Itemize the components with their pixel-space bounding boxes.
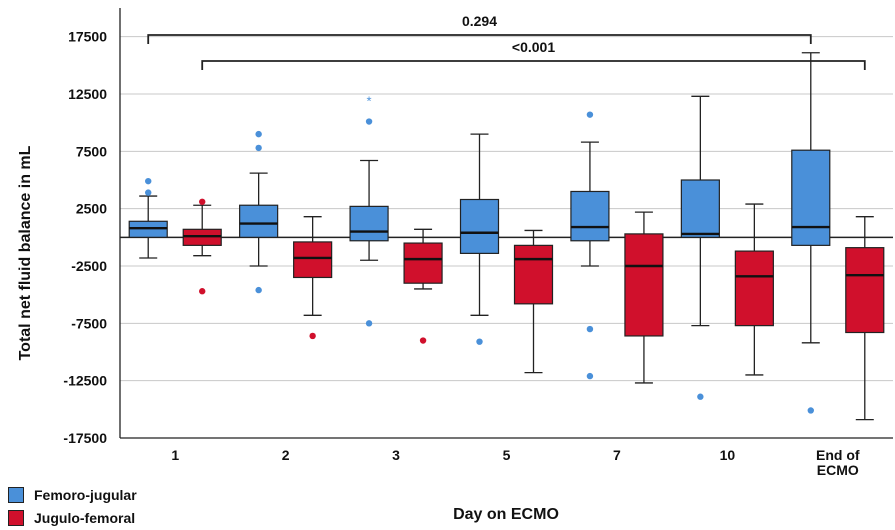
y-tick-label: 12500 xyxy=(68,86,107,102)
legend: Femoro-jugular Jugulo-femoral xyxy=(8,483,137,529)
outlier-point xyxy=(255,130,262,138)
gridlines xyxy=(119,8,893,439)
y-tick-label: -17500 xyxy=(63,430,107,446)
legend-label: Jugulo-femoral xyxy=(34,509,136,526)
y-axis-title: Total net fluid balance in mL xyxy=(17,145,34,360)
x-tick-label: 1 xyxy=(171,447,179,463)
y-tick-label: 7500 xyxy=(76,143,107,159)
outlier-point xyxy=(145,189,152,196)
p-value-label: <0.001 xyxy=(512,39,555,55)
outlier-point xyxy=(419,337,427,344)
extreme-outlier-point: * xyxy=(367,94,372,109)
x-tick-label: 2 xyxy=(282,447,290,463)
legend-label: Femoro-jugular xyxy=(34,486,137,503)
comparison-bracket xyxy=(147,34,812,44)
box-iqr xyxy=(349,205,389,242)
legend-item-jugulo-femoral: Jugulo-femoral xyxy=(8,506,137,529)
box-iqr xyxy=(791,149,831,246)
legend-item-femoro-jugular: Femoro-jugular xyxy=(8,483,137,506)
outlier-point xyxy=(807,407,814,414)
x-axis-title: Day on ECMO xyxy=(453,506,559,523)
outlier-point xyxy=(199,198,206,205)
x-axis-ticks: 1 2 3 5 7 10 End of ECMO xyxy=(171,447,860,478)
y-tick-label: -7500 xyxy=(71,315,107,331)
box-iqr xyxy=(845,247,885,334)
box-iqr xyxy=(403,242,443,284)
legend-swatch-femoro-jugular xyxy=(8,486,24,503)
outlier-point xyxy=(309,332,316,340)
outlier-point xyxy=(697,393,704,400)
box-iqr xyxy=(293,241,333,279)
outlier-point xyxy=(476,338,483,345)
box-iqr xyxy=(239,204,279,238)
box-iqr xyxy=(570,190,610,242)
x-tick-label: 10 xyxy=(720,447,736,463)
boxes: * xyxy=(128,52,885,421)
outlier-point xyxy=(365,118,373,125)
y-tick-label: 2500 xyxy=(76,201,107,217)
outlier-point xyxy=(586,111,594,118)
outlier-point xyxy=(255,286,262,294)
y-tick-label: 17500 xyxy=(68,29,107,45)
comparison-bracket xyxy=(201,60,866,70)
outlier-point xyxy=(586,372,594,380)
box-iqr xyxy=(734,250,774,327)
y-axis-ticks: -17500 -12500 -7500 -2500 2500 7500 12500 17500 xyxy=(63,29,107,446)
x-tick-label: 7 xyxy=(613,447,621,463)
x-tick-label: 3 xyxy=(392,447,400,463)
box-iqr xyxy=(680,179,720,238)
outlier-point xyxy=(199,288,206,295)
x-tick-label: End of ECMO xyxy=(816,447,860,478)
box-iqr xyxy=(513,244,554,305)
y-tick-label: -2500 xyxy=(71,258,107,274)
legend-swatch-jugulo-femoral xyxy=(8,509,24,526)
p-value-label: 0.294 xyxy=(462,13,497,29)
outlier-point xyxy=(365,320,373,327)
outlier-point xyxy=(145,177,152,185)
y-tick-label: -12500 xyxy=(63,373,107,389)
box-iqr xyxy=(624,233,664,337)
outlier-point xyxy=(255,144,262,152)
significance-brackets: 0.294 <0.001 xyxy=(147,13,866,70)
box-iqr xyxy=(459,198,500,254)
outlier-point xyxy=(586,325,594,333)
x-tick-label: 5 xyxy=(503,447,511,463)
